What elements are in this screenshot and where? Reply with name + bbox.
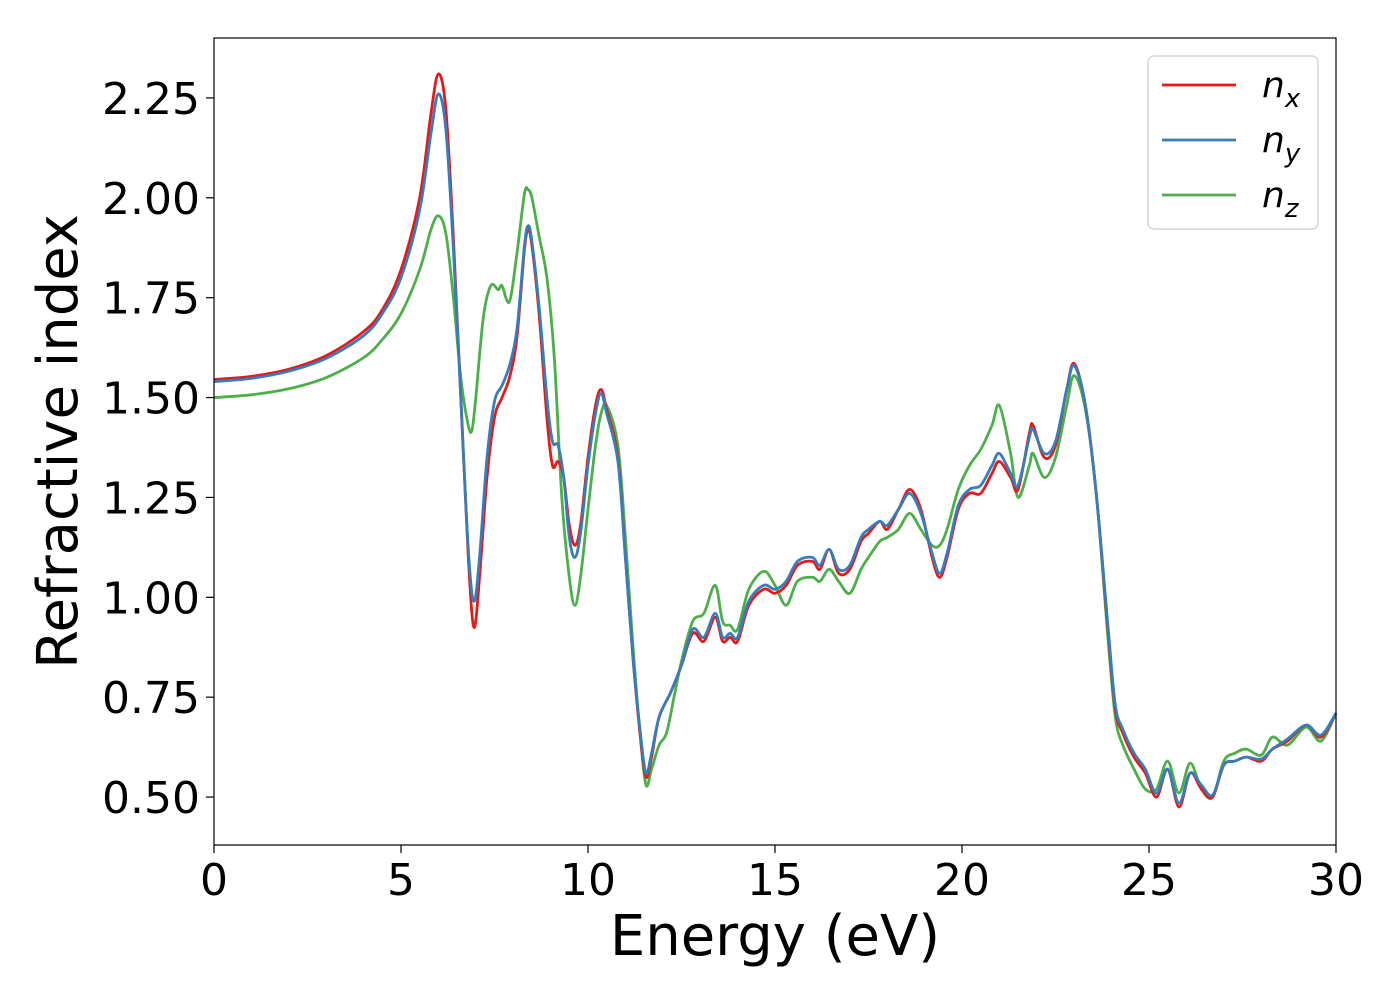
- y-tick-label: 1.75: [102, 274, 200, 325]
- legend-label-nz: nz: [1262, 175, 1300, 224]
- y-tick-label: 0.75: [102, 673, 200, 724]
- series-line-nz: [213, 186, 1338, 800]
- y-tick-label: 2.25: [102, 74, 200, 125]
- x-tick-label: 20: [934, 855, 990, 906]
- series-line-ny: [213, 92, 1338, 805]
- x-tick-label: 5: [387, 855, 415, 906]
- x-axis: 0 5 10 15 20 25 30: [200, 845, 1364, 906]
- x-axis-title: Energy (eV): [610, 904, 940, 969]
- y-tick-label: 0.50: [102, 773, 200, 824]
- x-tick-label: 15: [747, 855, 803, 906]
- y-tick-label: 1.00: [102, 573, 200, 624]
- y-tick-label: 1.50: [102, 374, 200, 425]
- plot-lines: [213, 72, 1338, 809]
- legend-box: [1147, 55, 1319, 230]
- x-tick-label: 25: [1121, 855, 1177, 906]
- y-tick-label: 1.25: [102, 473, 200, 524]
- y-tick-label: 2.00: [102, 174, 200, 225]
- legend-label-nx: nx: [1262, 65, 1301, 114]
- y-axis-title: Refractive index: [26, 214, 91, 669]
- legend-label-ny: ny: [1262, 120, 1301, 169]
- x-tick-label: 30: [1308, 855, 1364, 906]
- x-tick-label: 10: [560, 855, 616, 906]
- y-axis: 0.50 0.75 1.00 1.25 1.50 1.75 2.00 2.25: [102, 74, 214, 824]
- legend: nx ny nz: [1147, 55, 1319, 230]
- x-tick-label: 0: [200, 855, 228, 906]
